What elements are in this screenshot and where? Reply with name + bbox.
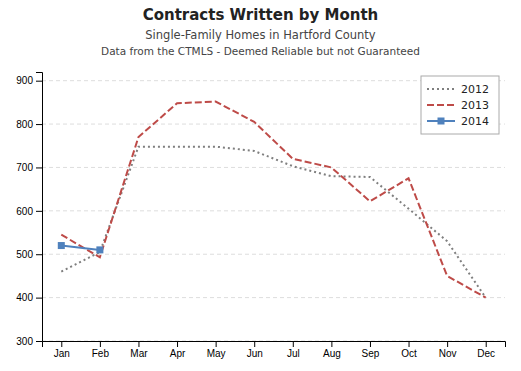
- legend-swatch: [427, 88, 455, 90]
- tick-mark: [331, 341, 332, 347]
- tick-mark: [216, 341, 217, 347]
- tick-label: Nov: [439, 348, 457, 359]
- tick-mark: [36, 211, 42, 212]
- legend-box: [421, 76, 499, 134]
- tick-mark: [36, 341, 42, 342]
- marker: [58, 242, 65, 249]
- subtitle: Single-Family Homes in Hartford County: [145, 28, 376, 42]
- tick-mark: [370, 341, 371, 347]
- tick: 400: [16, 292, 42, 303]
- legend-label: 2013: [461, 99, 489, 112]
- tick: 700: [16, 162, 42, 173]
- tick-label: 500: [16, 249, 33, 260]
- tick-mark: [36, 298, 42, 299]
- tick-mark: [100, 341, 101, 347]
- tick-label: 800: [16, 119, 33, 130]
- tick: Mar: [130, 341, 148, 359]
- subtitle: Data from the CTMLS - Deemed Reliable bu…: [101, 45, 420, 57]
- tick-mark: [36, 81, 42, 82]
- legend: 2012 2013 2014: [421, 76, 499, 134]
- grid-line: [42, 297, 505, 298]
- tick-label: Jan: [54, 348, 70, 359]
- tick-label: Jun: [247, 348, 263, 359]
- tick-label: 700: [16, 162, 33, 173]
- axis-line: [43, 342, 506, 348]
- grid-line: [42, 210, 505, 211]
- tick-mark: [36, 254, 42, 255]
- tick-mark: [36, 124, 42, 125]
- tick-label: 900: [16, 75, 33, 86]
- tick: Apr: [170, 341, 186, 359]
- tick: 900: [16, 75, 42, 86]
- y-axis: 300 400 500 600 700 800 900: [16, 73, 42, 347]
- legend-label: 2014: [461, 115, 489, 128]
- tick-label: Aug: [323, 348, 341, 359]
- tick: May: [207, 341, 226, 359]
- tick: Jul: [287, 341, 300, 359]
- tick-label: 400: [16, 292, 33, 303]
- legend-label: 2012: [461, 83, 489, 96]
- tick: 300: [16, 336, 42, 347]
- grid-line: [42, 254, 505, 255]
- tick-label: Jul: [287, 348, 300, 359]
- x-axis: Jan Feb Mar Apr May Jun Jul Aug Sep Oct Nov Dec: [43, 341, 506, 359]
- tick-label: Mar: [130, 348, 148, 359]
- tick: Jun: [247, 341, 263, 359]
- tick: Sep: [362, 341, 380, 359]
- tick-label: May: [207, 348, 226, 359]
- legend-swatch: [427, 104, 455, 106]
- chart: Contracts Written by Month Single-Family …: [0, 0, 521, 371]
- tick-mark: [61, 341, 62, 347]
- tick: Oct: [401, 341, 417, 359]
- tick-mark: [486, 341, 487, 347]
- tick-mark: [409, 341, 410, 347]
- title: Contracts Written by Month: [143, 6, 379, 24]
- tick-mark: [36, 167, 42, 168]
- grid-line: [42, 167, 505, 168]
- tick-label: 600: [16, 206, 33, 217]
- tick-mark: [293, 341, 294, 347]
- tick: 800: [16, 119, 42, 130]
- tick-mark: [138, 341, 139, 347]
- tick: 500: [16, 249, 42, 260]
- series-line: [61, 246, 100, 250]
- legend-item: 2012: [427, 83, 489, 96]
- tick-label: Oct: [401, 348, 417, 359]
- legend-item: 2013: [427, 99, 489, 112]
- tick-label: 300: [16, 336, 33, 347]
- tick: Dec: [477, 341, 495, 359]
- marker: [96, 246, 103, 253]
- tick: 600: [16, 206, 42, 217]
- tick-mark: [177, 341, 178, 347]
- tick-label: Apr: [170, 348, 186, 359]
- axis-line: [36, 73, 43, 342]
- tick-label: Feb: [92, 348, 110, 359]
- tick: Nov: [439, 341, 457, 359]
- legend-item: 2014: [427, 115, 489, 128]
- tick-mark: [447, 341, 448, 347]
- tick: Jan: [54, 341, 70, 359]
- tick-label: Dec: [477, 348, 495, 359]
- tick-mark: [254, 341, 255, 347]
- legend-marker: [438, 118, 445, 125]
- series-line: [61, 147, 485, 298]
- tick-label: Sep: [362, 348, 380, 359]
- tick: Aug: [323, 341, 341, 359]
- tick: Feb: [92, 341, 110, 359]
